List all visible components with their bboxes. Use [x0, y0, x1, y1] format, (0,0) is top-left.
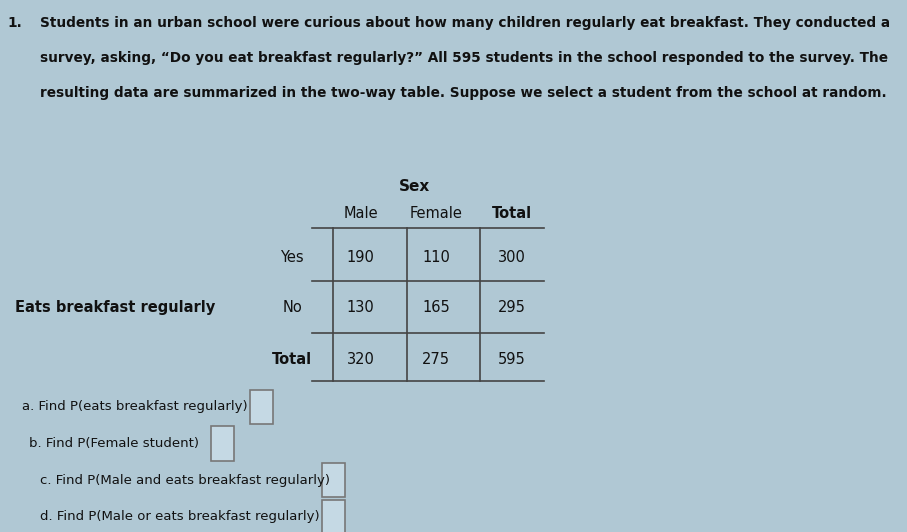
- Text: 130: 130: [346, 300, 375, 314]
- Text: c. Find P(Male and eats breakfast regularly): c. Find P(Male and eats breakfast regula…: [40, 473, 329, 487]
- Text: 190: 190: [346, 250, 375, 264]
- FancyBboxPatch shape: [210, 427, 234, 461]
- Text: Students in an urban school were curious about how many children regularly eat b: Students in an urban school were curious…: [40, 16, 890, 30]
- Text: No: No: [282, 300, 302, 314]
- Text: Yes: Yes: [280, 250, 304, 264]
- Text: Female: Female: [410, 206, 463, 221]
- Text: 275: 275: [423, 352, 450, 367]
- Text: 595: 595: [498, 352, 526, 367]
- Text: Sex: Sex: [399, 179, 430, 194]
- Text: 165: 165: [423, 300, 450, 314]
- Text: 110: 110: [423, 250, 450, 264]
- FancyBboxPatch shape: [250, 389, 273, 424]
- Text: 300: 300: [498, 250, 526, 264]
- Text: 320: 320: [346, 352, 375, 367]
- Text: survey, asking, “Do you eat breakfast regularly?” All 595 students in the school: survey, asking, “Do you eat breakfast re…: [40, 51, 888, 65]
- Text: a. Find P(eats breakfast regularly): a. Find P(eats breakfast regularly): [22, 400, 248, 413]
- Text: Male: Male: [343, 206, 378, 221]
- Text: d. Find P(Male or eats breakfast regularly): d. Find P(Male or eats breakfast regular…: [40, 511, 319, 523]
- Text: 1.: 1.: [7, 16, 22, 30]
- FancyBboxPatch shape: [322, 500, 346, 532]
- FancyBboxPatch shape: [322, 463, 346, 497]
- Text: Total: Total: [492, 206, 532, 221]
- Text: resulting data are summarized in the two-way table. Suppose we select a student : resulting data are summarized in the two…: [40, 86, 886, 100]
- Text: 295: 295: [498, 300, 526, 314]
- Text: Eats breakfast regularly: Eats breakfast regularly: [15, 300, 216, 314]
- Text: Total: Total: [272, 352, 312, 367]
- Text: b. Find P(Female student): b. Find P(Female student): [29, 437, 199, 450]
